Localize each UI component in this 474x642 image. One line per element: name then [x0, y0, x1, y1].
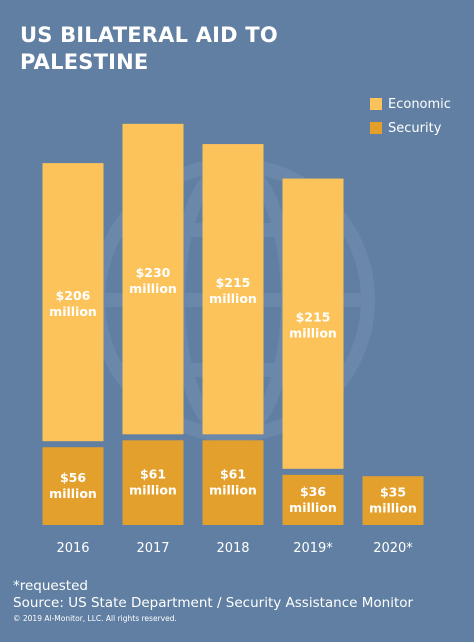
data-label-economic-2017: $230 million [129, 265, 177, 296]
legend-label-security: Security [388, 120, 442, 136]
footnote: *requested [13, 578, 88, 594]
bar-economic-2018 [202, 144, 264, 435]
data-label-security-2017: $61 million [129, 467, 177, 498]
x-tick-label: 2016 [56, 541, 89, 556]
bar-security-2019 [282, 474, 344, 525]
data-label-security-2018: $61 million [209, 467, 257, 498]
bar-economic-2016 [42, 163, 104, 442]
x-tick-label: 2019* [293, 541, 333, 556]
bar-security-2016 [42, 447, 104, 525]
legend-item-security: Security [370, 116, 451, 140]
bars-layer: $56 million $206 million $61 million $230 milli… [42, 123, 424, 525]
data-label-security-2019: $36 million [289, 484, 337, 515]
data-label-economic-2018: $215 million [209, 275, 257, 306]
bar-economic-2017 [122, 123, 184, 435]
source-line: Source: US State Department / Security A… [13, 595, 414, 611]
x-axis-ticks: 2016 2017 2018 2019* 2020* [56, 541, 413, 556]
bar-security-2018 [202, 440, 264, 525]
x-tick-label: 2017 [136, 541, 169, 556]
data-label-economic-2016: $206 million [49, 288, 97, 319]
bar-security-2017 [122, 440, 184, 525]
legend: Economic Security [370, 92, 451, 140]
data-label-security-2016: $56 million [49, 470, 97, 501]
bar-security-2020 [362, 476, 424, 525]
copyright: © 2019 Al-Monitor, LLC. All rights reser… [13, 614, 177, 623]
x-tick-label: 2018 [216, 541, 249, 556]
legend-swatch-security [370, 122, 382, 134]
data-label-economic-2019: $215 million [289, 310, 337, 341]
legend-item-economic: Economic [370, 92, 451, 116]
chart-title: US BILATERAL AID TO PALESTINE [20, 23, 278, 74]
bar-economic-2019 [282, 178, 344, 469]
legend-swatch-economic [370, 98, 382, 110]
data-label-security-2020: $35 million [369, 485, 417, 516]
legend-label-economic: Economic [388, 96, 451, 112]
x-tick-label: 2020* [373, 541, 413, 556]
